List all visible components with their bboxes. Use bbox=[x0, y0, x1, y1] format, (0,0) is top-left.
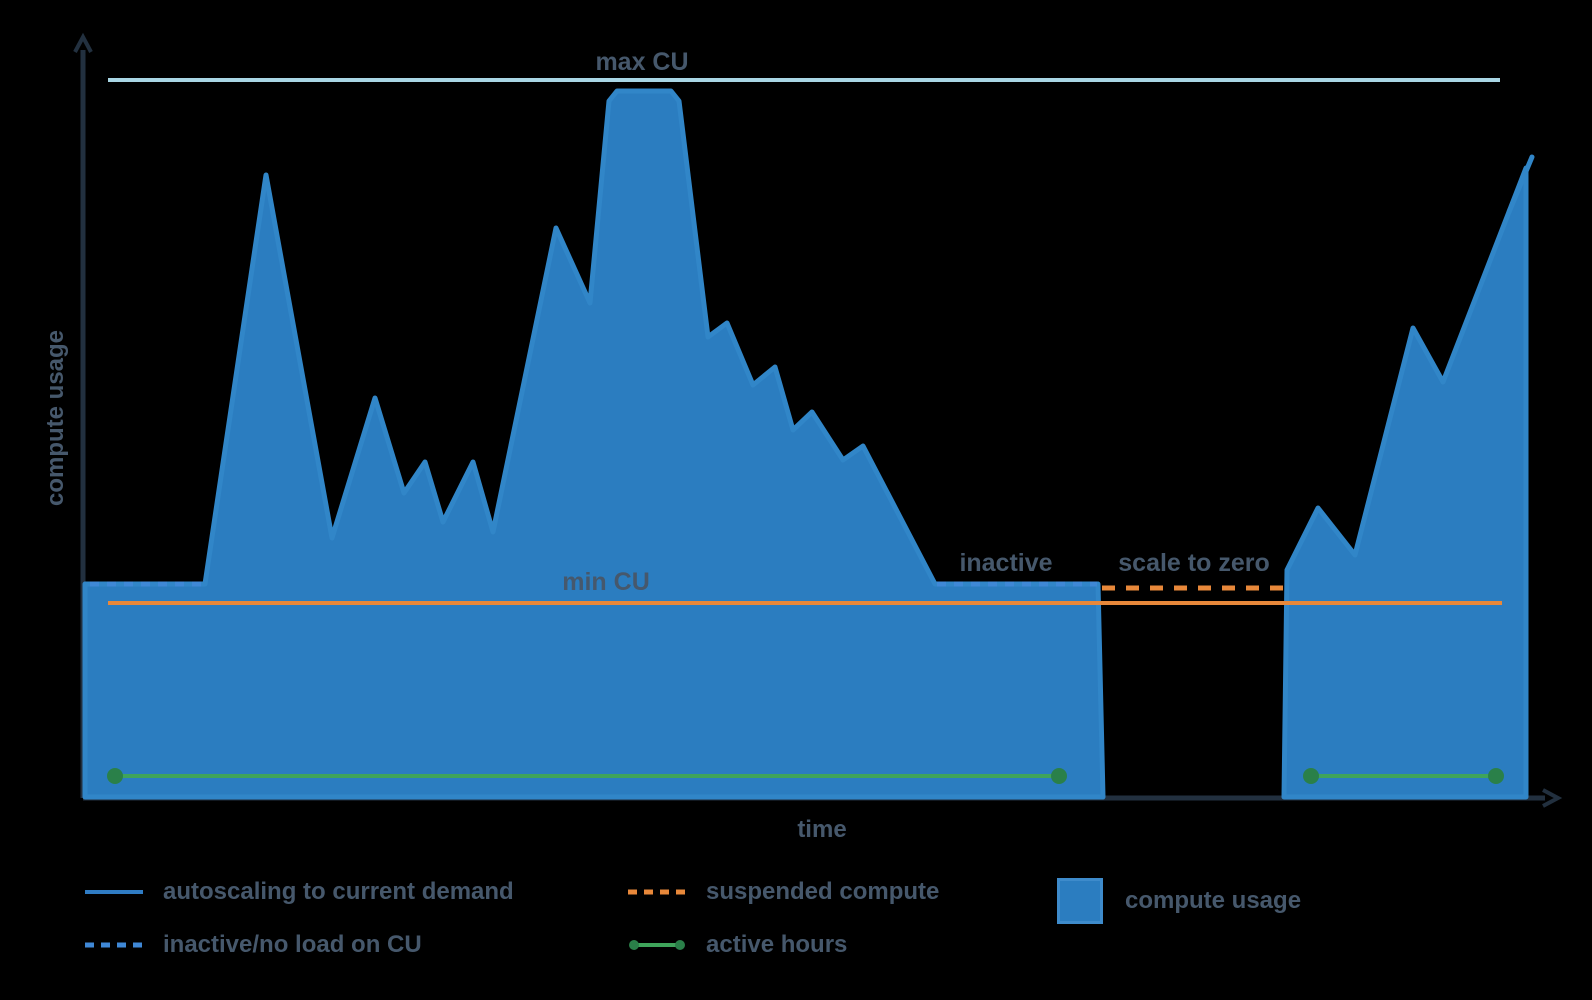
dashed-orange-line-icon bbox=[628, 886, 686, 898]
compute-usage-area-period-2 bbox=[1281, 165, 1529, 800]
solid-blue-line-icon bbox=[85, 886, 143, 898]
x-axis-arrow-icon bbox=[1542, 788, 1563, 808]
legend-column-1: autoscaling to current demand inactive/n… bbox=[85, 876, 514, 982]
active-hours-line-1-dot-icon bbox=[107, 768, 123, 784]
legend-item-suspended-compute: suspended compute bbox=[628, 876, 939, 908]
y-axis-arrow-icon bbox=[73, 32, 93, 53]
legend-label: active hours bbox=[706, 931, 848, 958]
active-hours-line-2-dot-icon bbox=[1488, 768, 1504, 784]
legend-column-2: suspended compute active hours bbox=[628, 876, 939, 982]
dashed-blue-line-icon bbox=[85, 939, 143, 951]
legend-item-compute-usage: compute usage bbox=[1057, 878, 1301, 924]
legend-label: autoscaling to current demand bbox=[163, 878, 514, 905]
autoscaling-line-tip bbox=[1506, 154, 1535, 215]
legend-item-active-hours: active hours bbox=[628, 929, 939, 961]
scale-to-zero-label: scale to zero bbox=[1118, 549, 1269, 577]
max-cu-label: max CU bbox=[595, 48, 688, 76]
active-hours-line-1-dot-icon bbox=[1051, 768, 1067, 784]
legend-label: inactive/no load on CU bbox=[163, 931, 422, 958]
blue-square-swatch-icon bbox=[1057, 878, 1103, 924]
min-cu-label: min CU bbox=[562, 568, 650, 596]
legend-item-autoscaling: autoscaling to current demand bbox=[85, 876, 514, 908]
legend-label: compute usage bbox=[1125, 887, 1302, 914]
x-axis-label: time bbox=[797, 816, 846, 843]
green-line-with-dots-icon bbox=[628, 939, 686, 951]
legend-label: suspended compute bbox=[706, 878, 940, 905]
legend-item-inactive-no-load: inactive/no load on CU bbox=[85, 929, 514, 961]
active-hours-line-2-dot-icon bbox=[1303, 768, 1319, 784]
compute-usage-area-period-1 bbox=[82, 88, 1106, 800]
inactive-label: inactive bbox=[959, 549, 1052, 577]
y-axis-label: compute usage bbox=[42, 330, 69, 506]
